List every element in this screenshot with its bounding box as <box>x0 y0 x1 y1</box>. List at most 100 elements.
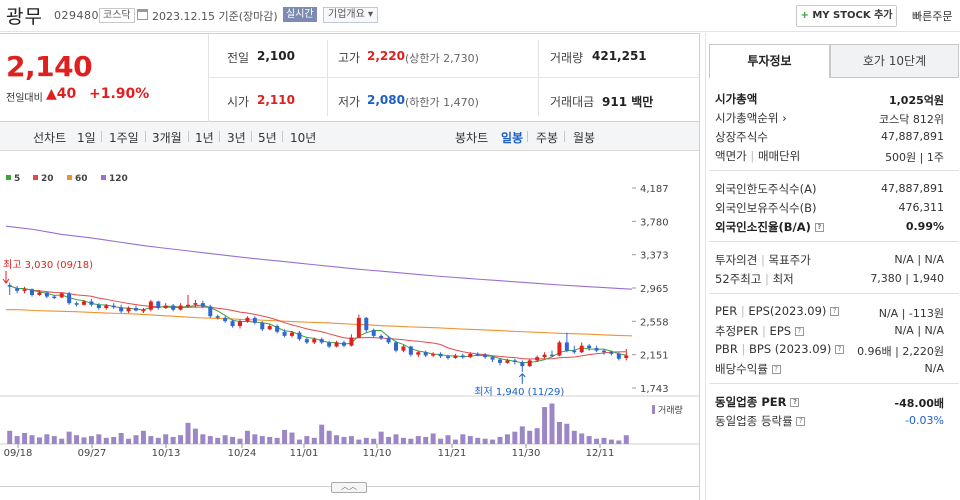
volume-bar <box>601 437 607 444</box>
low-annotation: 최저 1,940 (11/29) <box>474 386 564 398</box>
volume-value: 421,251 <box>592 49 647 63</box>
candle-body <box>74 303 79 305</box>
volume-bar <box>348 436 354 444</box>
volume-bar <box>490 439 496 444</box>
x-tick-label: 11/30 <box>512 448 541 459</box>
candle-body <box>96 304 101 309</box>
realtime-button[interactable]: 실시간 <box>283 7 317 22</box>
period-5y[interactable]: 5년 <box>258 131 277 145</box>
volume-bar <box>44 434 50 444</box>
volume-bar <box>178 435 184 444</box>
chart-expand-handle[interactable]: ︿︿ <box>331 482 367 493</box>
volume-bar <box>7 430 13 444</box>
candle-body <box>550 354 554 357</box>
volume-bar <box>378 431 384 444</box>
shares-label: 상장주식수 <box>715 130 768 144</box>
x-tick-label: 11/01 <box>290 448 319 459</box>
volume-bar <box>252 434 258 444</box>
volume-bar <box>400 437 406 444</box>
candle-chart-label: 봉차트 <box>455 131 489 145</box>
y-tick-label: 3,373 <box>640 251 669 262</box>
candle-body <box>453 355 458 358</box>
candle-body <box>483 354 488 358</box>
ma120-line <box>5 225 633 290</box>
separator <box>188 131 189 142</box>
candle-body <box>602 350 606 353</box>
period-3y[interactable]: 3년 <box>227 131 246 145</box>
w52-value: 7,380 | 1,940 <box>870 272 944 285</box>
sector-rate-label: 동일업종 등락률 ? <box>715 413 806 429</box>
volume-bar <box>386 436 392 444</box>
plus-icon: + <box>800 10 809 21</box>
candle-body <box>186 304 190 307</box>
volume-bar <box>519 426 525 444</box>
period-3m[interactable]: 3개월 <box>152 131 182 145</box>
candle-body <box>312 339 317 343</box>
volume-bar <box>81 437 87 444</box>
tab-invest-info[interactable]: 투자정보 <box>709 44 830 78</box>
sector-rate-value: -0.03% <box>905 414 944 427</box>
candle-body <box>193 303 198 305</box>
x-tick-label: 11/10 <box>363 448 392 459</box>
volume-bar <box>259 436 265 444</box>
candle-body <box>148 301 153 310</box>
volume-bar <box>96 434 102 444</box>
candle-body <box>67 293 72 304</box>
tab-hoga-10[interactable]: 호가 10단계 <box>830 44 959 78</box>
period-1y[interactable]: 1년 <box>195 131 214 145</box>
candle-body <box>200 303 205 307</box>
per-eps-value: N/A | -113원 <box>878 307 944 320</box>
period-1d[interactable]: 1일 <box>77 131 96 145</box>
volume-bar <box>579 433 585 444</box>
candle-body <box>15 288 20 291</box>
quick-order-link[interactable]: 빠른주문 <box>912 10 953 23</box>
volume-bar <box>512 431 518 444</box>
opinion-target-value: N/A | N/A <box>894 253 944 266</box>
candle-body <box>349 337 354 346</box>
x-tick-label: 10/13 <box>152 448 181 459</box>
ma20-line <box>9 285 627 360</box>
volume-bar <box>170 436 176 444</box>
candle-body <box>260 322 265 330</box>
candle-body <box>171 305 176 310</box>
candle-body <box>408 346 413 355</box>
volume-bar <box>163 434 169 444</box>
volume-bar <box>88 436 94 444</box>
period-daily[interactable]: 일봉 <box>501 131 524 145</box>
volume-bar <box>222 435 228 444</box>
volume-bar <box>363 437 369 444</box>
volume-bar <box>452 439 458 444</box>
help-icon: ? <box>794 327 804 336</box>
period-monthly[interactable]: 월봉 <box>573 131 596 145</box>
upper-limit: (상한가 2,730) <box>405 52 479 65</box>
legend-label: 60 <box>75 174 88 184</box>
x-tick-label: 09/27 <box>78 448 107 459</box>
high-label: 고가 <box>338 51 361 65</box>
period-10y[interactable]: 10년 <box>290 131 317 145</box>
change-percent: +1.90% <box>89 86 150 102</box>
volume-bar <box>571 430 577 444</box>
company-overview-dropdown[interactable]: 기업개요 ▾ <box>323 7 379 23</box>
volume-bar <box>556 422 562 444</box>
add-mystock-button[interactable]: + MY STOCK 추가 <box>796 5 897 27</box>
candle-body <box>579 345 584 353</box>
trade-value-label: 거래대금 <box>550 95 595 109</box>
y-tick-label: 3,780 <box>640 217 669 228</box>
volume-bar <box>542 407 548 444</box>
candle-body <box>379 335 384 339</box>
divider <box>699 33 700 500</box>
volume-bar <box>616 440 622 444</box>
volume-label: 거래량 <box>550 51 584 65</box>
volume-bar <box>527 430 533 444</box>
price-summary <box>0 33 700 122</box>
candle-body <box>564 342 569 351</box>
volume-bar <box>215 437 221 444</box>
period-weekly[interactable]: 주봉 <box>536 131 559 145</box>
volume-bar <box>133 435 139 444</box>
period-1w[interactable]: 1주일 <box>109 131 139 145</box>
y-tick-label: 2,151 <box>640 351 669 362</box>
candle-body <box>401 346 406 351</box>
volume-bar <box>608 439 614 444</box>
w52-label: 52주최고 | 최저 <box>715 272 794 286</box>
est-per-eps-label: 추정PER | EPS ? <box>715 323 804 339</box>
